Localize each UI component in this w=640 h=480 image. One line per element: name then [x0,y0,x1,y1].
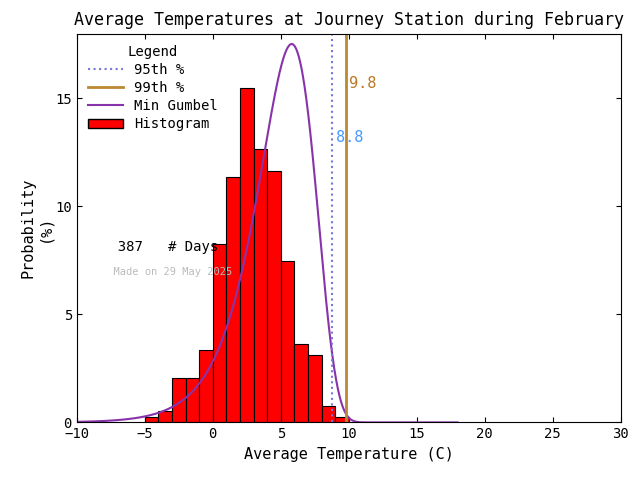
Bar [308,355,322,422]
Bar [212,244,227,422]
Bar [322,406,335,422]
Text: 8.8: 8.8 [336,130,364,144]
Bar [240,88,253,422]
Bar [199,350,212,422]
Bar [294,344,308,422]
Text: Made on 29 May 2025: Made on 29 May 2025 [101,267,232,276]
Bar [268,171,281,422]
Text: 387   # Days: 387 # Days [101,240,218,254]
Legend: 95th %, 99th %, Min Gumbel, Histogram: 95th %, 99th %, Min Gumbel, Histogram [84,40,221,135]
Bar [159,411,172,422]
Bar [145,417,159,422]
Bar [172,378,186,422]
Y-axis label: Probability
(%): Probability (%) [20,178,52,278]
Bar [227,177,240,422]
Bar [253,149,268,422]
Bar [335,417,349,422]
X-axis label: Average Temperature (C): Average Temperature (C) [244,447,454,462]
Title: Average Temperatures at Journey Station during February: Average Temperatures at Journey Station … [74,11,624,29]
Bar [186,378,199,422]
Text: 9.8: 9.8 [349,76,377,91]
Bar [281,261,294,422]
